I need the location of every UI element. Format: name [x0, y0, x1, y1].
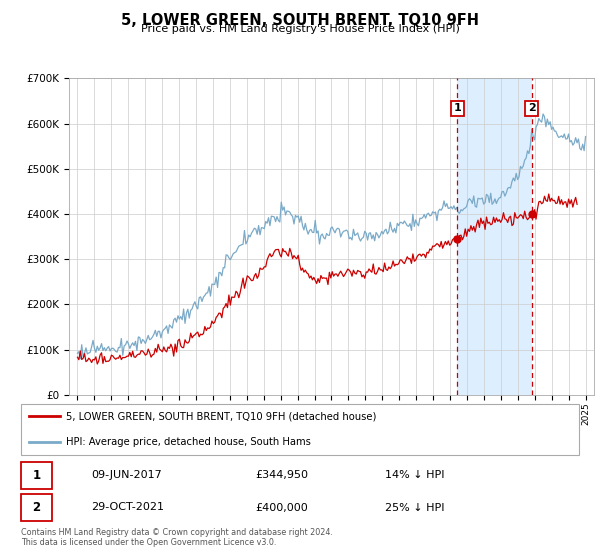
FancyBboxPatch shape — [21, 404, 579, 455]
Text: Contains HM Land Registry data © Crown copyright and database right 2024.: Contains HM Land Registry data © Crown c… — [21, 528, 333, 536]
Bar — [457, 78, 532, 395]
Text: Price paid vs. HM Land Registry's House Price Index (HPI): Price paid vs. HM Land Registry's House … — [140, 24, 460, 34]
FancyBboxPatch shape — [21, 494, 52, 521]
Text: 1: 1 — [32, 469, 40, 482]
Text: £400,000: £400,000 — [255, 502, 308, 512]
Text: 1: 1 — [454, 104, 461, 114]
Text: 25% ↓ HPI: 25% ↓ HPI — [385, 502, 444, 512]
Text: 09-JUN-2017: 09-JUN-2017 — [91, 470, 162, 480]
Text: 5, LOWER GREEN, SOUTH BRENT, TQ10 9FH (detached house): 5, LOWER GREEN, SOUTH BRENT, TQ10 9FH (d… — [66, 412, 376, 422]
Text: 14% ↓ HPI: 14% ↓ HPI — [385, 470, 444, 480]
Text: 2: 2 — [32, 501, 40, 514]
Text: 2: 2 — [528, 104, 536, 114]
Text: This data is licensed under the Open Government Licence v3.0.: This data is licensed under the Open Gov… — [21, 538, 277, 547]
FancyBboxPatch shape — [21, 462, 52, 489]
Text: HPI: Average price, detached house, South Hams: HPI: Average price, detached house, Sout… — [66, 436, 311, 446]
Text: 29-OCT-2021: 29-OCT-2021 — [91, 502, 164, 512]
Text: 5, LOWER GREEN, SOUTH BRENT, TQ10 9FH: 5, LOWER GREEN, SOUTH BRENT, TQ10 9FH — [121, 13, 479, 28]
Text: £344,950: £344,950 — [255, 470, 308, 480]
